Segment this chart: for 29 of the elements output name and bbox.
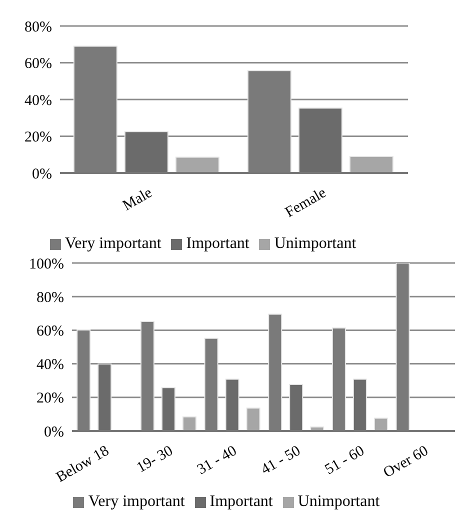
- x-tick-label: Below 18: [54, 443, 112, 486]
- y-tick-label: 100%: [29, 256, 64, 272]
- legend-label: Unimportant: [274, 235, 356, 252]
- y-tick-label: 60%: [24, 56, 52, 72]
- legend-label: Unimportant: [298, 493, 380, 510]
- x-tick-label: 19- 30: [134, 443, 176, 476]
- y-tick-label: 40%: [24, 92, 52, 109]
- y-tick-label: 60%: [36, 324, 64, 340]
- legend-label: Important: [186, 235, 250, 252]
- bar: [349, 156, 394, 173]
- bar: [246, 408, 260, 431]
- y-tick-label: 80%: [24, 19, 52, 36]
- bar: [175, 156, 220, 173]
- y-tick-label: 40%: [36, 357, 64, 374]
- bar: [182, 416, 196, 431]
- bar: [374, 418, 388, 431]
- legend-label: Important: [210, 493, 273, 510]
- y-tick-label: 20%: [36, 390, 64, 407]
- x-tick-label: 41 - 50: [258, 443, 304, 478]
- legend-label: Very important: [88, 493, 185, 510]
- x-tick-label: Over 60: [380, 443, 432, 482]
- x-tick-label: 51 - 60: [322, 443, 368, 478]
- x-tick-label: 31 - 40: [194, 443, 240, 478]
- y-tick-label: 20%: [24, 130, 52, 146]
- legend-label: Very important: [64, 235, 162, 252]
- y-tick-label: 80%: [36, 290, 64, 306]
- y-tick-label: 0%: [32, 166, 52, 182]
- y-tick-label: 0%: [44, 424, 64, 440]
- x-tick-label: Male: [120, 184, 156, 214]
